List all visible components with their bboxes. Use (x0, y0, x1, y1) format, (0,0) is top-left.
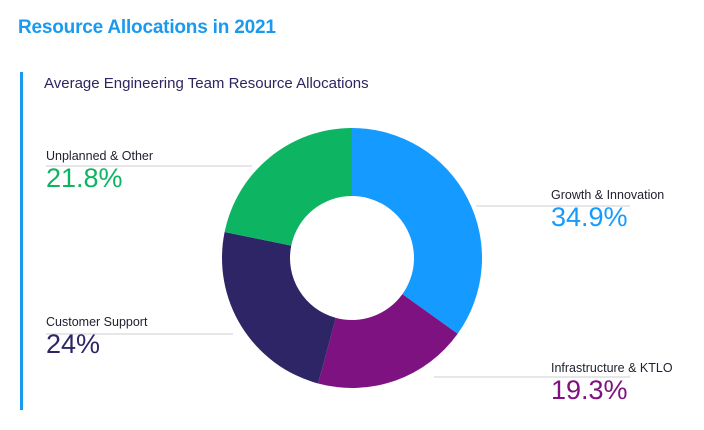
slice-growth (352, 128, 482, 334)
slice-label: Customer Support (46, 315, 148, 329)
slice-unplanned (224, 128, 352, 246)
slice-infra (318, 294, 458, 388)
slice-label: Growth & Innovation (551, 188, 665, 202)
label-support: Customer Support 24% (46, 315, 147, 359)
slice-label: Unplanned & Other (46, 149, 154, 163)
label-unplanned: Unplanned & Other 21.8% (46, 149, 153, 193)
slice-label: Infrastructure & KTLO (551, 361, 673, 375)
slice-value: 21.8% (46, 163, 123, 193)
chart-title: Average Engineering Team Resource Alloca… (44, 75, 369, 92)
slice-support (222, 232, 336, 384)
slice-value: 19.3% (551, 375, 628, 405)
label-growth: Growth & Innovation 34.9% (551, 188, 664, 232)
accent-bar (20, 72, 23, 410)
slice-value: 34.9% (551, 202, 628, 232)
slice-value: 24% (46, 329, 101, 359)
page-title: Resource Allocations in 2021 (18, 17, 276, 38)
label-infra: Infrastructure & KTLO 19.3% (551, 361, 673, 405)
